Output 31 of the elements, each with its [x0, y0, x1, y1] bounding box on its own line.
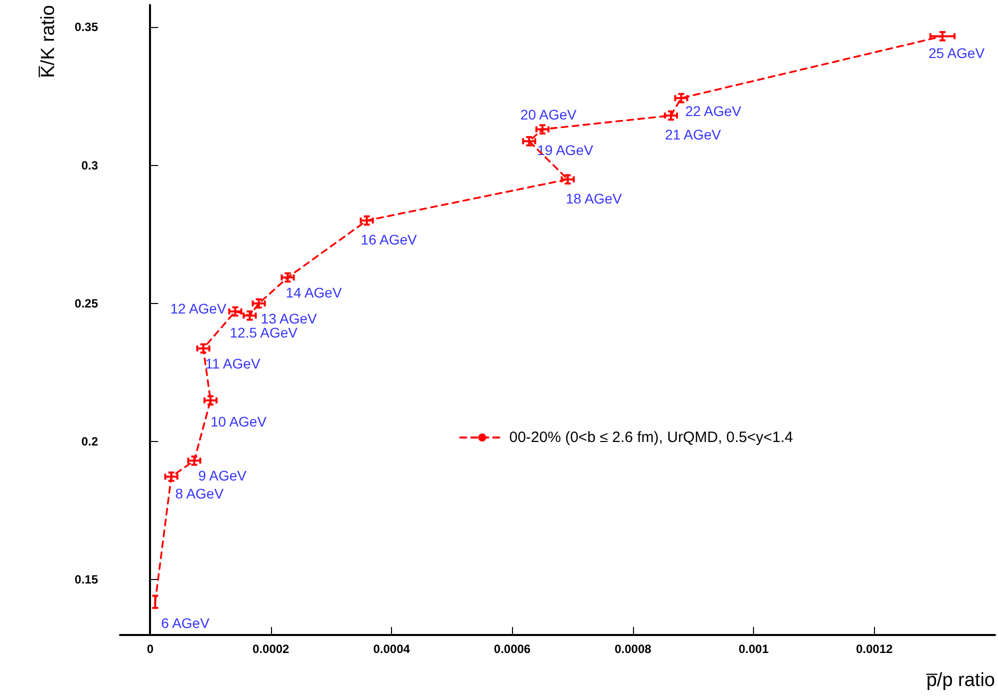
x-axis-title: p̅/p ratio [926, 670, 995, 691]
x-tick-label: 0.0012 [856, 642, 893, 656]
annotation: 20 AGeV [520, 106, 578, 122]
annotation: 19 AGeV [537, 142, 594, 158]
annotation: 6 AGeV [161, 614, 210, 631]
annotation: 14 AGeV [286, 284, 342, 300]
y-tick-label: 0.35 [74, 20, 98, 34]
annotation: 12.5 AGeV [230, 324, 298, 341]
annotation: 25 AGeV [928, 45, 986, 62]
annotation: 9 AGeV [198, 468, 248, 484]
x-tick-label: 0.001 [738, 642, 769, 656]
annotation: 18 AGeV [566, 190, 622, 206]
annotation: 16 AGeV [360, 232, 418, 248]
annotation: 22 AGeV [685, 103, 742, 120]
x-tick-label: 0.0006 [494, 642, 531, 656]
x-tick-label: 0.0002 [252, 642, 290, 656]
y-tick-label: 0.25 [74, 296, 98, 310]
annotation: 21 AGeV [664, 126, 722, 143]
annotation: 8 AGeV [175, 486, 224, 502]
x-tick-label: 0 [146, 642, 154, 656]
annotation: 12 AGeV [170, 300, 227, 316]
y-tick-label: 0.3 [81, 158, 98, 172]
x-tick-label: 0.0004 [373, 642, 410, 656]
y-tick-label: 0.2 [81, 434, 98, 449]
annotation: 10 AGeV [210, 413, 268, 430]
x-tick-label: 0.0008 [614, 642, 652, 656]
y-axis-title: K̅/K ratio [38, 5, 60, 78]
annotation: 11 AGeV [205, 355, 261, 372]
y-tick-label: 0.15 [74, 572, 98, 587]
annotation: 13 AGeV [260, 310, 318, 326]
legend-label: 00-20% (0<b ≤ 2.6 fm), UrQMD, 0.5<y<1.4 [509, 429, 794, 446]
